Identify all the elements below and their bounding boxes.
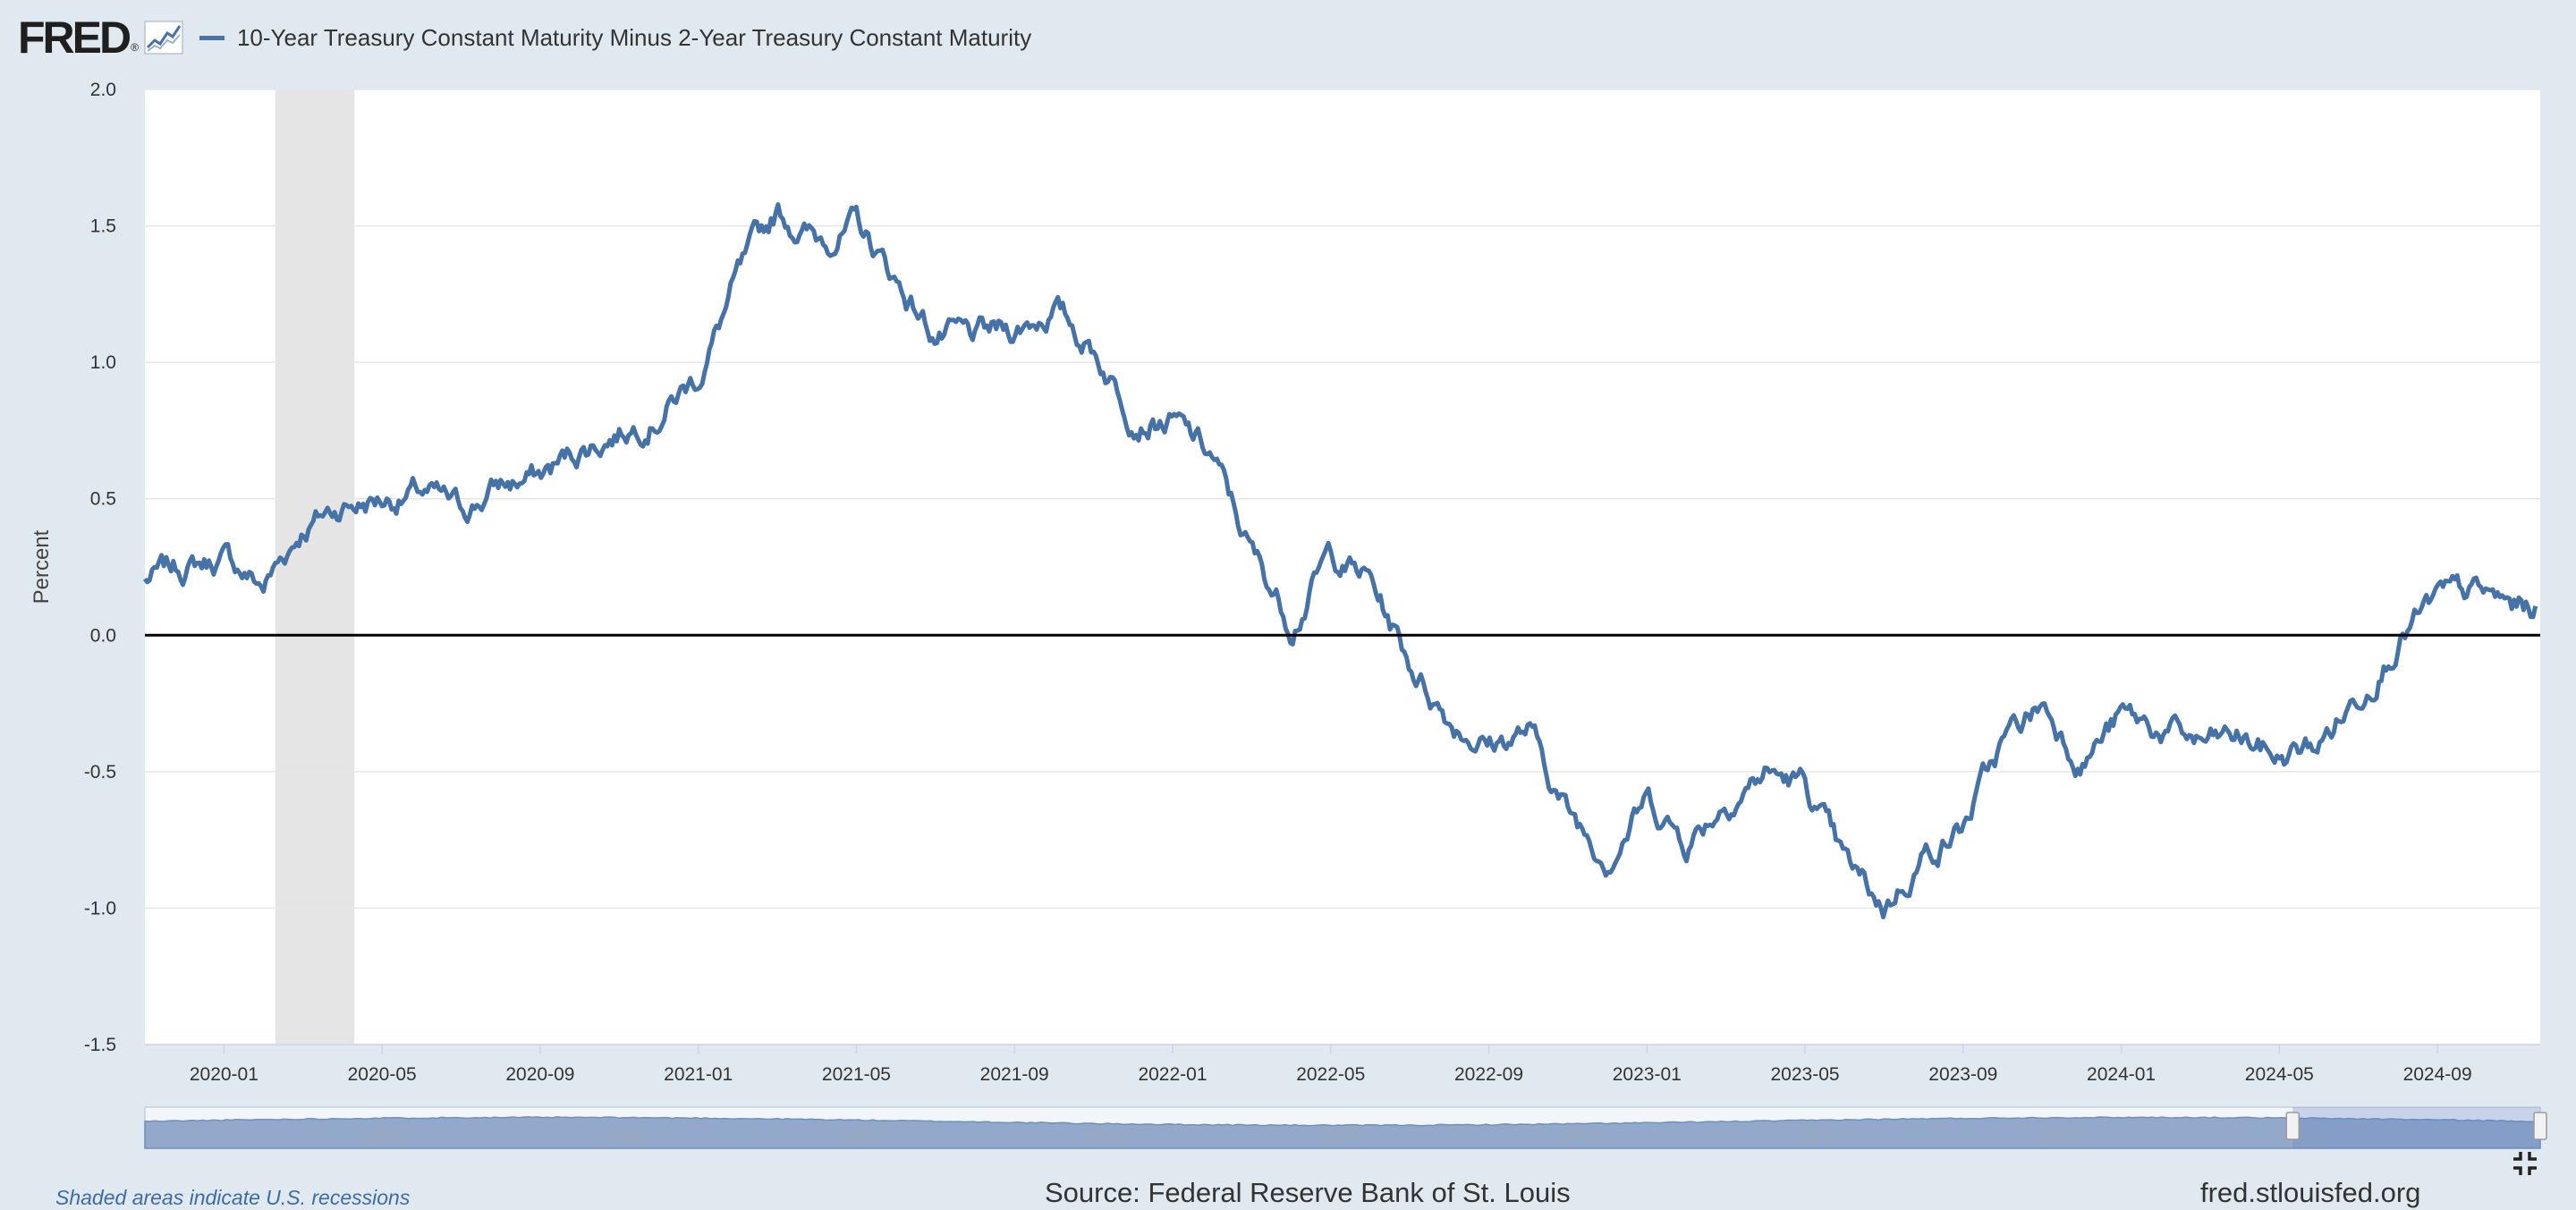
- navigator-label: 2005: [1561, 1125, 1603, 1146]
- y-tick-label: 1.0: [90, 352, 116, 373]
- x-tick-label: 2020-09: [505, 1064, 574, 1085]
- navigator[interactable]: 198019851990199520002005201020152020: [144, 1106, 2547, 1149]
- exit-fullscreen-icon[interactable]: [2510, 1148, 2540, 1179]
- recession-note[interactable]: Shaded areas indicate U.S. recessions: [55, 1186, 411, 1209]
- x-tick-label: 2022-09: [1454, 1064, 1523, 1085]
- y-tick-label: 0.5: [90, 489, 116, 510]
- x-tick-label: 2024-09: [2403, 1064, 2472, 1085]
- series-layer: [142, 202, 2538, 919]
- navigator-label: 2000: [1322, 1125, 1364, 1146]
- chart: 2.0 1.5 1.0 0.5 0.0 -0.5 -1.0 -1.5 Percent 2020…: [30, 80, 2547, 1149]
- fred-logo-text: FRED: [18, 13, 131, 63]
- navigator-label: 1995: [1082, 1125, 1124, 1146]
- x-tick-label: 2023-05: [1771, 1064, 1840, 1085]
- y-tick-label: -1.0: [84, 898, 116, 918]
- y-tick-label: 2.0: [90, 80, 116, 100]
- y-axis-ticks: 2.0 1.5 1.0 0.5 0.0 -0.5 -1.0 -1.5: [84, 80, 116, 1055]
- navigator-area: [144, 1116, 2541, 1149]
- fred-graph-icon: [144, 21, 183, 55]
- fred-logo-reg: ®: [131, 41, 139, 54]
- x-tick-label: 2020-01: [190, 1064, 258, 1085]
- navigator-handle-left[interactable]: [2285, 1112, 2301, 1140]
- y-tick-label: 0.0: [90, 625, 116, 646]
- chart-legend: 10-Year Treasury Constant Maturity Minus…: [199, 24, 1031, 52]
- x-tick-label: 2022-05: [1296, 1064, 1365, 1085]
- x-tick-label: 2023-01: [1613, 1064, 1682, 1085]
- navigator-handle-right[interactable]: [2533, 1112, 2547, 1140]
- y-tick-label: -1.5: [84, 1035, 116, 1055]
- x-tick-label: 2021-05: [822, 1064, 891, 1085]
- series-line: [142, 202, 2538, 919]
- x-tick-label: 2022-01: [1138, 1064, 1207, 1085]
- navigator-selection[interactable]: [2292, 1107, 2540, 1148]
- recession-band: [275, 89, 355, 1045]
- y-tick-label: -0.5: [84, 762, 116, 783]
- x-tick-label: 2023-09: [1928, 1064, 1997, 1085]
- x-tick-label: 2021-09: [980, 1064, 1049, 1085]
- x-tick-label: 2020-05: [348, 1064, 417, 1085]
- navigator-label: 1990: [843, 1125, 885, 1146]
- x-tick-label: 2024-05: [2245, 1064, 2314, 1085]
- x-tick-label: 2024-01: [2087, 1064, 2156, 1085]
- y-tick-label: 1.5: [90, 216, 116, 237]
- x-tick-label: 2021-01: [664, 1064, 733, 1085]
- x-axis-ticks: 2020-01 2020-05 2020-09 2021-01 2021-05 2021-…: [190, 1045, 2472, 1085]
- navigator-label: 2015: [2040, 1125, 2082, 1146]
- chart-header: FRED ® 10-Year Treasury Constant Maturit…: [18, 13, 1031, 63]
- y-axis-label: Percent: [30, 529, 54, 604]
- legend-series-label: 10-Year Treasury Constant Maturity Minus…: [236, 23, 1032, 51]
- navigator-label: 1980: [363, 1125, 405, 1146]
- legend-swatch: [199, 35, 225, 40]
- source-text: Source: Federal Reserve Bank of St. Loui…: [1045, 1177, 1571, 1208]
- navigator-label: 2010: [1801, 1125, 1843, 1146]
- navigator-label: 1985: [603, 1125, 645, 1146]
- site-url[interactable]: fred.stlouisfed.org: [2200, 1177, 2421, 1208]
- fred-logo[interactable]: FRED ®: [18, 15, 183, 60]
- recession-layer: [275, 89, 355, 1045]
